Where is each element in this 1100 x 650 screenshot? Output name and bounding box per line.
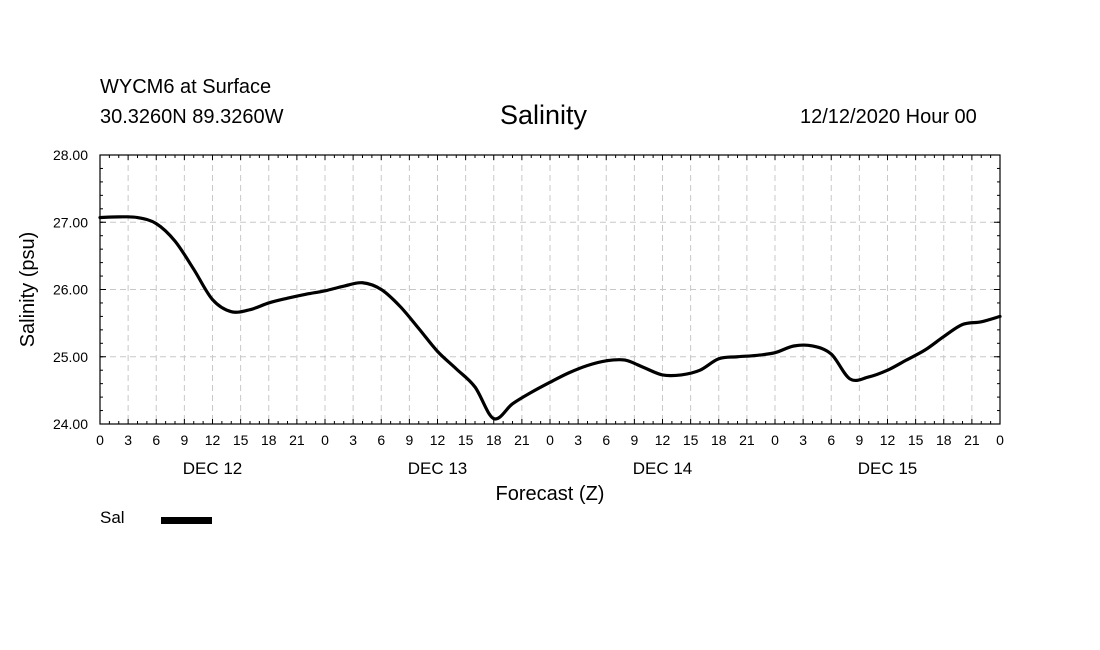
x-tick-label: 9 (630, 432, 638, 448)
legend-label: Sal (100, 508, 125, 527)
x-tick-label: 15 (908, 432, 924, 448)
x-tick-label: 9 (180, 432, 188, 448)
x-tick-label: 3 (574, 432, 582, 448)
x-tick-label: 6 (377, 432, 385, 448)
x-tick-label: 21 (964, 432, 980, 448)
y-tick-label: 24.00 (53, 416, 88, 432)
axis-layer (99, 154, 1001, 425)
x-tick-label: 3 (349, 432, 357, 448)
x-tick-label: 6 (152, 432, 160, 448)
x-tick-label: 12 (880, 432, 896, 448)
x-tick-label: 0 (771, 432, 779, 448)
x-tick-label: 15 (683, 432, 699, 448)
station-label: WYCM6 at Surface (100, 76, 272, 98)
legend-swatch (161, 517, 212, 524)
grid-layer (100, 155, 1000, 424)
x-tick-label: 18 (486, 432, 502, 448)
y-tick-label: 26.00 (53, 282, 88, 298)
x-tick-label: 6 (827, 432, 835, 448)
x-tick-label: 15 (458, 432, 474, 448)
x-tick-label: 0 (546, 432, 554, 448)
y-tick-label: 28.00 (53, 147, 88, 163)
x-tick-label: 12 (430, 432, 446, 448)
forecast-issue-time: 12/12/2020 Hour 00 (800, 106, 977, 128)
x-tick-label: 12 (205, 432, 221, 448)
x-tick-label: 12 (655, 432, 671, 448)
x-tick-label: 21 (514, 432, 530, 448)
x-tick-label: 9 (405, 432, 413, 448)
plot-frame (99, 154, 1001, 425)
day-label: DEC 14 (633, 459, 693, 478)
x-tick-label: 15 (233, 432, 249, 448)
x-tick-label: 3 (124, 432, 132, 448)
day-label: DEC 13 (408, 459, 468, 478)
chart-title: Salinity (500, 100, 588, 130)
x-tick-label: 18 (711, 432, 727, 448)
x-tick-label: 18 (261, 432, 277, 448)
coordinates-label: 30.3260N 89.3260W (100, 106, 284, 128)
label-layer: 0 3 6 9 12 15 18 21 0 3 6 9 12 15 18 21 0 3 6 9 12 15 18 21 0 3 6 9… (17, 147, 1004, 505)
x-tick-label: 21 (739, 432, 755, 448)
series-layer (98, 215, 1002, 421)
x-tick-label: 18 (936, 432, 952, 448)
x-tick-label: 0 (321, 432, 329, 448)
day-label: DEC 12 (183, 459, 243, 478)
x-tick-label: 9 (855, 432, 863, 448)
series-line-sal (98, 215, 1002, 421)
y-axis-title: Salinity (psu) (17, 232, 39, 348)
y-tick-label: 27.00 (53, 214, 88, 230)
x-tick-label: 21 (289, 432, 305, 448)
x-axis-title: Forecast (Z) (496, 483, 605, 505)
x-tick-label: 0 (96, 432, 104, 448)
x-tick-label: 6 (602, 432, 610, 448)
day-label: DEC 15 (858, 459, 918, 478)
x-tick-label: 0 (996, 432, 1004, 448)
x-tick-label: 3 (799, 432, 807, 448)
y-tick-label: 25.00 (53, 349, 88, 365)
